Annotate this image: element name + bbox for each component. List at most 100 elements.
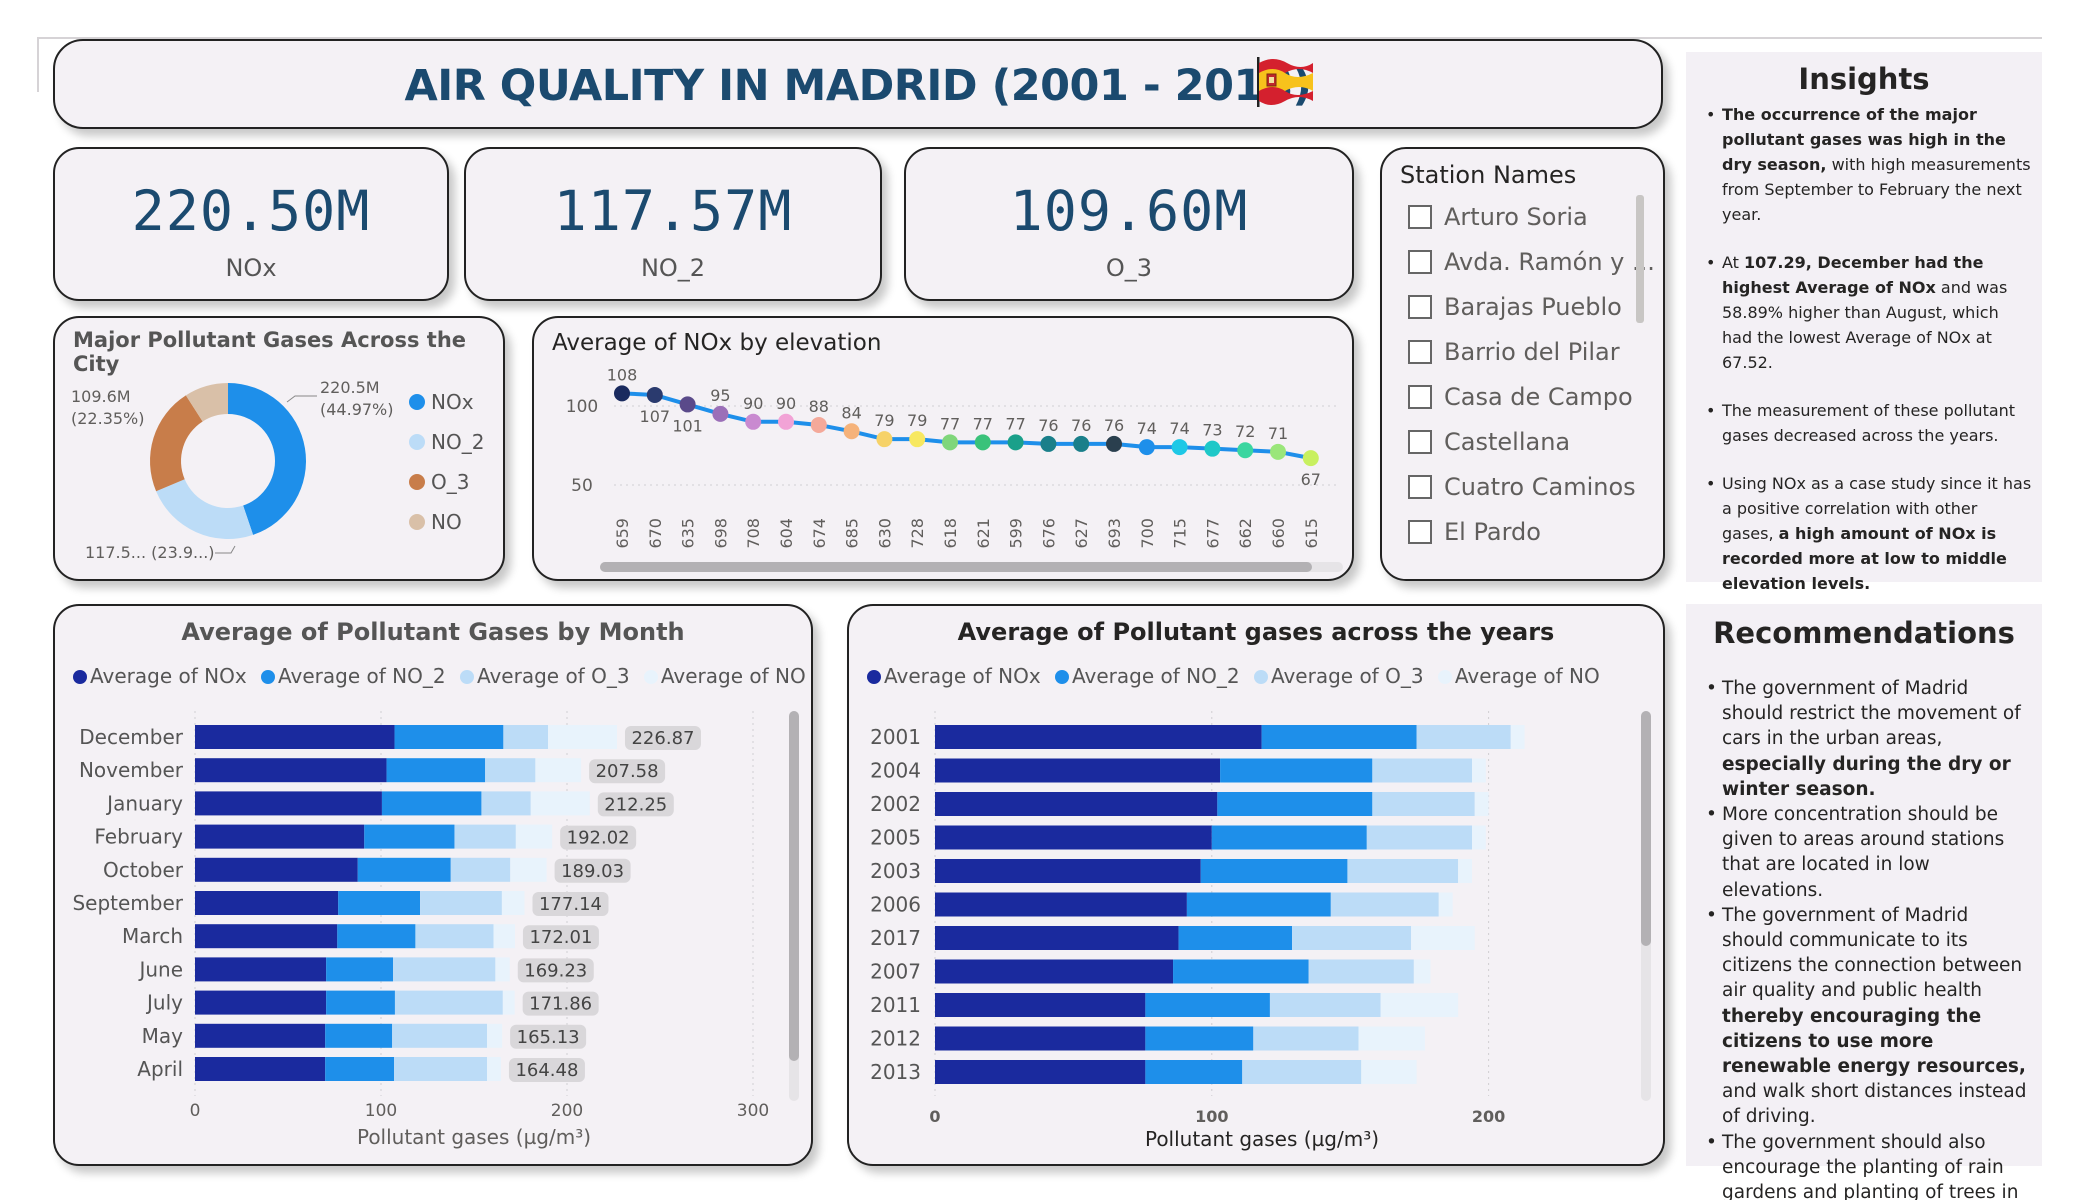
bar-segment[interactable]: [381, 791, 482, 816]
bar-segment[interactable]: [420, 891, 502, 915]
checkbox[interactable]: [1408, 205, 1432, 229]
bar-segment[interactable]: [1253, 1026, 1359, 1051]
bar-segment[interactable]: [530, 791, 590, 816]
bar-segment[interactable]: [1413, 959, 1431, 984]
bar-segment[interactable]: [325, 1057, 395, 1081]
bar-segment[interactable]: [487, 1023, 503, 1048]
legend-label[interactable]: O_3: [431, 470, 469, 494]
checkbox[interactable]: [1408, 340, 1432, 364]
line-point[interactable]: [1106, 435, 1122, 452]
bar-segment[interactable]: [357, 857, 451, 882]
station-option[interactable]: Castellana: [1408, 428, 1570, 456]
line-point[interactable]: [1007, 434, 1024, 451]
bar-segment[interactable]: [394, 725, 504, 749]
bar-segment[interactable]: [1438, 892, 1453, 917]
line-point[interactable]: [745, 413, 762, 430]
legend-label[interactable]: NO_2: [431, 430, 484, 454]
line-point[interactable]: [1237, 442, 1254, 459]
bar-segment[interactable]: [535, 758, 582, 783]
bar-segment[interactable]: [195, 924, 338, 949]
bar-segment[interactable]: [195, 990, 327, 1015]
legend-item[interactable]: Average of NOx: [73, 664, 247, 688]
bar-segment[interactable]: [1242, 1060, 1362, 1084]
checkbox[interactable]: [1408, 520, 1432, 544]
line-point[interactable]: [1138, 439, 1155, 456]
legend-item[interactable]: Average of NO: [643, 664, 806, 688]
bar-segment[interactable]: [1261, 725, 1417, 749]
line-point[interactable]: [1040, 435, 1057, 452]
bar-segment[interactable]: [1458, 859, 1472, 883]
line-point[interactable]: [614, 385, 630, 402]
line-point[interactable]: [876, 431, 893, 448]
checkbox[interactable]: [1408, 385, 1432, 409]
bar-segment[interactable]: [1200, 859, 1348, 883]
bar-segment[interactable]: [1217, 792, 1373, 816]
scrollbar-thumb[interactable]: [1641, 711, 1651, 946]
bar-segment[interactable]: [338, 891, 421, 915]
station-option[interactable]: Barrio del Pilar: [1408, 338, 1620, 366]
bar-segment[interactable]: [1416, 725, 1511, 749]
bar-segment[interactable]: [195, 957, 327, 982]
checkbox[interactable]: [1408, 295, 1432, 319]
bar-segment[interactable]: [1308, 959, 1414, 984]
bar-segment[interactable]: [392, 1023, 488, 1048]
scrollbar-thumb[interactable]: [789, 711, 799, 1061]
checkbox[interactable]: [1408, 250, 1432, 274]
bar-segment[interactable]: [935, 825, 1212, 850]
donut-slice-nox[interactable]: [228, 383, 306, 535]
line-point[interactable]: [1171, 439, 1188, 456]
bar-segment[interactable]: [1292, 926, 1412, 950]
line-point[interactable]: [778, 413, 794, 430]
bar-segment[interactable]: [935, 758, 1221, 783]
legend-item[interactable]: Average of NO_2: [1055, 664, 1240, 688]
bar-segment[interactable]: [1347, 859, 1459, 883]
legend-item[interactable]: Average of O_3: [459, 664, 630, 688]
donut-slice-no[interactable]: [185, 383, 228, 422]
bar-segment[interactable]: [1471, 758, 1486, 783]
bar-segment[interactable]: [195, 1057, 326, 1081]
bar-segment[interactable]: [935, 725, 1262, 749]
bar-segment[interactable]: [325, 1023, 393, 1048]
line-point[interactable]: [1270, 443, 1286, 460]
bar-segment[interactable]: [935, 993, 1146, 1017]
line-point[interactable]: [843, 423, 860, 440]
bar-segment[interactable]: [1474, 792, 1489, 816]
bar-segment[interactable]: [485, 758, 536, 783]
bar-segment[interactable]: [495, 957, 510, 982]
line-point[interactable]: [909, 431, 926, 448]
line-point[interactable]: [712, 405, 729, 422]
bar-segment[interactable]: [935, 859, 1201, 883]
bar-segment[interactable]: [1358, 1026, 1425, 1051]
bar-segment[interactable]: [1178, 926, 1293, 950]
bar-segment[interactable]: [515, 824, 553, 849]
bar-segment[interactable]: [935, 1060, 1146, 1084]
bar-segment[interactable]: [1269, 993, 1381, 1017]
legend-item[interactable]: Average of NO: [1437, 664, 1600, 688]
legend-label[interactable]: NOx: [431, 390, 474, 414]
bar-segment[interactable]: [502, 990, 515, 1015]
bar-segment[interactable]: [1366, 825, 1472, 850]
line-point[interactable]: [679, 396, 696, 413]
line-point[interactable]: [1073, 435, 1090, 452]
bar-segment[interactable]: [394, 1057, 488, 1081]
line-point[interactable]: [810, 416, 827, 433]
donut-slice-no_2[interactable]: [156, 479, 254, 539]
bar-segment[interactable]: [1411, 926, 1475, 950]
bar-segment[interactable]: [195, 758, 387, 783]
bar-segment[interactable]: [935, 959, 1174, 984]
station-option[interactable]: Arturo Soria: [1408, 203, 1588, 231]
station-option[interactable]: El Pardo: [1408, 518, 1541, 546]
donut-slice-o_3[interactable]: [150, 395, 203, 492]
bar-segment[interactable]: [1471, 825, 1486, 850]
bar-segment[interactable]: [481, 791, 531, 816]
bar-segment[interactable]: [454, 824, 516, 849]
bar-segment[interactable]: [195, 791, 382, 816]
bar-segment[interactable]: [1361, 1060, 1417, 1084]
bar-segment[interactable]: [394, 990, 503, 1015]
bar-segment[interactable]: [195, 725, 395, 749]
bar-segment[interactable]: [1145, 993, 1270, 1017]
bar-segment[interactable]: [487, 1057, 501, 1081]
bar-segment[interactable]: [393, 957, 496, 982]
bar-segment[interactable]: [548, 725, 617, 749]
line-point[interactable]: [1302, 450, 1319, 467]
